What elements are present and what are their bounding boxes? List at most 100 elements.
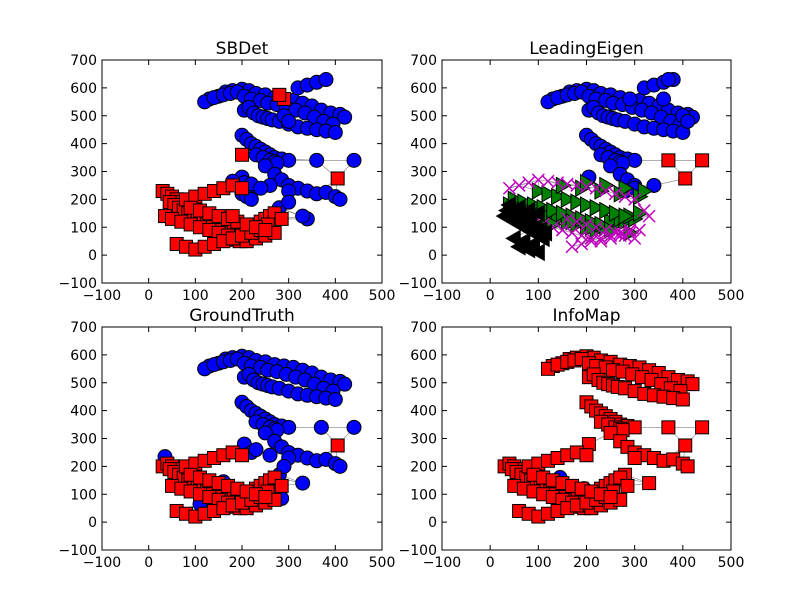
x-tick-label: 400	[669, 555, 696, 571]
node-marker-square	[642, 476, 657, 491]
node-marker-triangle-right	[599, 201, 615, 220]
y-tick-label: 400	[70, 137, 97, 153]
y-tick-label: 100	[70, 220, 97, 236]
node-marker-circle	[313, 419, 329, 435]
node-marker-circle	[257, 158, 273, 174]
x-tick-label: 300	[275, 555, 302, 571]
node-marker-square	[274, 478, 289, 493]
node-marker-circle	[656, 91, 672, 107]
node-marker-triangle-right	[555, 176, 572, 195]
panel-leadingeigen: LeadingEigen −100 0 100 200 300 400 500 −100 0 10…	[399, 39, 745, 304]
panel-title: LeadingEigen	[529, 39, 644, 59]
x-tick-label: 200	[229, 555, 256, 571]
node-marker-circle	[318, 72, 334, 88]
node-marker-circle	[248, 442, 264, 458]
node-marker-circle	[680, 113, 696, 129]
y-tick-label: 400	[410, 137, 437, 153]
y-tick-label: 100	[70, 487, 97, 503]
node-marker-square	[258, 223, 273, 238]
x-tick-label: −100	[423, 555, 461, 571]
y-tick-label: 600	[410, 348, 437, 364]
node-marker-circle	[327, 391, 343, 407]
node-marker-triangle-right	[546, 201, 562, 220]
node-marker-triangle-right	[560, 190, 577, 209]
node-marker-square	[680, 459, 695, 474]
node-marker-cross	[604, 229, 618, 243]
node-marker-cross	[628, 231, 642, 245]
x-tick-label: 500	[369, 288, 396, 304]
tick-layer: −100 0 100 200 300 400 500 −100 0 100 200 300 400 500…	[59, 320, 396, 571]
y-tick-label: 600	[410, 81, 437, 97]
node-marker-circle	[253, 180, 269, 196]
x-tick-label: 500	[718, 555, 745, 571]
y-tick-label: 700	[410, 320, 437, 336]
y-tick-label: 100	[410, 487, 437, 503]
marker-layer	[155, 348, 362, 524]
node-marker-triangle-right	[608, 204, 625, 223]
node-marker-square	[661, 420, 676, 435]
node-marker-square	[678, 438, 693, 453]
node-marker-cross	[565, 240, 579, 254]
panel-sbdet: SBDet −100 0 100 200 300 400 500 −100 0 100 200 300…	[59, 39, 396, 304]
y-tick-label: 500	[410, 109, 437, 125]
x-tick-label: 300	[621, 555, 648, 571]
node-marker-cross	[584, 231, 598, 245]
node-marker-cross	[579, 217, 594, 231]
node-marker-circle	[622, 91, 638, 107]
node-marker-cross	[522, 176, 536, 190]
node-marker-circle	[332, 458, 348, 474]
y-tick-label: −100	[59, 543, 97, 559]
node-marker-cross	[632, 223, 647, 237]
x-tick-label: 300	[621, 288, 648, 304]
node-marker-circle	[346, 419, 362, 435]
y-tick-label: 600	[70, 81, 97, 97]
x-tick-label: 100	[182, 555, 209, 571]
node-marker-square	[661, 153, 676, 168]
y-tick-label: 700	[410, 53, 437, 69]
node-marker-square	[627, 451, 642, 466]
node-marker-cross	[584, 234, 598, 248]
y-tick-label: −100	[59, 276, 97, 292]
y-tick-label: −100	[399, 276, 437, 292]
node-marker-square	[685, 377, 700, 392]
x-tick-label: −100	[423, 288, 461, 304]
node-marker-triangle-right	[618, 179, 635, 198]
node-marker-square	[272, 87, 287, 102]
y-tick-label: 600	[70, 348, 97, 364]
node-marker-square	[330, 171, 345, 186]
node-marker-cross	[594, 234, 608, 248]
x-tick-label: 200	[229, 288, 256, 304]
x-tick-label: 100	[525, 288, 552, 304]
node-marker-cross	[608, 187, 622, 201]
node-marker-triangle-left	[529, 204, 545, 223]
y-tick-label: 200	[70, 459, 97, 475]
node-marker-circle	[332, 191, 348, 207]
node-marker-triangle-right	[580, 196, 596, 214]
node-marker-circle	[337, 109, 353, 125]
node-marker-circle	[281, 113, 297, 129]
y-tick-label: −100	[399, 543, 437, 559]
node-marker-square	[235, 147, 249, 162]
node-marker-triangle-left	[536, 223, 553, 242]
node-marker-triangle-right	[618, 207, 635, 225]
y-tick-label: 0	[88, 248, 97, 264]
x-tick-label: 400	[669, 288, 696, 304]
node-marker-square	[678, 171, 693, 186]
x-tick-label: 0	[144, 288, 153, 304]
node-marker-cross	[560, 212, 574, 226]
node-marker-square	[675, 392, 690, 407]
node-marker-circle	[295, 475, 311, 491]
node-marker-triangle-right	[637, 182, 654, 200]
node-marker-square	[258, 490, 273, 505]
y-tick-label: 700	[70, 53, 97, 69]
x-tick-label: 400	[322, 288, 349, 304]
node-marker-circle	[257, 425, 273, 441]
x-tick-label: −100	[83, 288, 121, 304]
marker-layer	[497, 349, 710, 524]
node-marker-triangle-right	[589, 198, 606, 217]
x-tick-label: −100	[83, 555, 121, 571]
y-tick-label: 300	[410, 165, 437, 181]
y-tick-label: 500	[410, 376, 437, 392]
